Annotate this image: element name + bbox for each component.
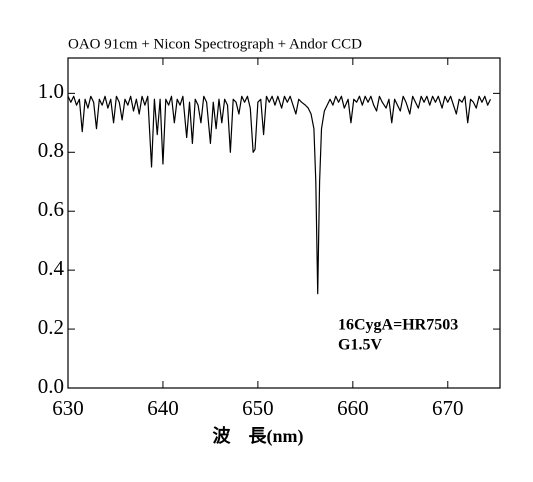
y-tick-label: 0.0 — [38, 374, 64, 398]
y-tick-label: 0.2 — [38, 315, 64, 339]
y-tick-label: 0.6 — [38, 197, 64, 221]
x-tick-label: 660 — [337, 396, 369, 420]
x-tick-label: 630 — [52, 396, 84, 420]
chart-title: OAO 91cm + Nicon Spectrograph + Andor CC… — [68, 36, 362, 52]
y-tick-label: 1.0 — [38, 79, 64, 103]
x-tick-label: 670 — [432, 396, 464, 420]
x-tick-label: 650 — [242, 396, 274, 420]
plot-frame — [67, 57, 501, 389]
annotation: 16CygA=HR7503 — [338, 317, 458, 334]
annotation: G1.5V — [338, 337, 382, 354]
x-tick-label: 640 — [147, 396, 179, 420]
x-axis-label: 波 長(nm) — [213, 425, 304, 447]
spectrum-line — [67, 95, 492, 295]
y-tick-label: 0.8 — [38, 138, 64, 162]
y-tick-label: 0.4 — [38, 256, 65, 280]
